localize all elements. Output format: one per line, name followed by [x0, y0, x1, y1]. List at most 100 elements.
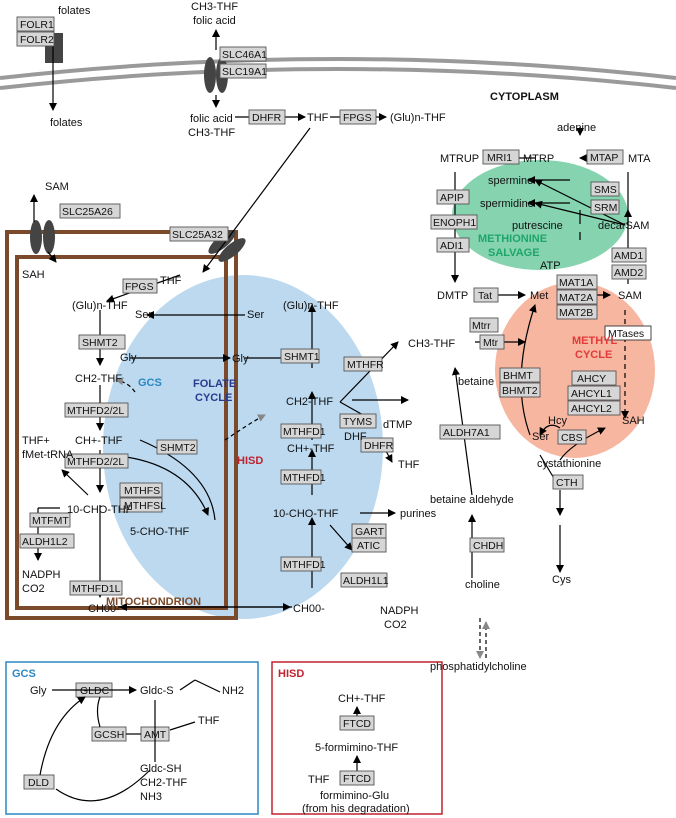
mthfr-label: MTHFR: [347, 359, 384, 371]
gcs-inset: GCS Gly GLDC Gldc-S NH2 GCSH AMT THF DLD…: [6, 662, 258, 814]
mito-gly-label: Gly: [120, 352, 137, 364]
bhmt-label: BHMT: [503, 370, 533, 382]
mat2b-label: MAT2B: [559, 307, 593, 319]
ahcyl2-label: AHCYL2: [571, 403, 612, 415]
mtrp-label: MTRP: [523, 153, 554, 165]
mat2a-label: MAT2A: [559, 292, 593, 304]
gcs-nh3-label: NH3: [140, 791, 162, 803]
cbs-label: CBS: [561, 432, 583, 444]
mito-thf-label: THF: [160, 275, 182, 287]
nh2-label: NH2: [222, 685, 244, 697]
thf-plus-label: THF+: [22, 435, 50, 447]
mito-ser-label: Ser: [135, 309, 152, 321]
mito-glu-thf-label: (Glu)n-THF: [72, 300, 128, 312]
cystathionine-label: cystathionine: [537, 458, 601, 470]
mito-fpgs-label: FPGS: [125, 281, 154, 293]
co2-mito-label: CO2: [22, 583, 45, 595]
mthfd1-a-label: MTHFD1: [283, 426, 326, 438]
hisd-inset: HISD CH+-THF FTCD 5-formimino-THF THF FT…: [272, 662, 442, 815]
gcs-ch2thf-label: CH2-THF: [140, 777, 187, 789]
srm-label: SRM: [594, 202, 617, 214]
dld-label: DLD: [28, 777, 49, 789]
cho5-label: 5-CHO-THF: [130, 526, 190, 538]
mtfmt-label: MTFMT: [32, 515, 69, 527]
aldh1l1-label: ALDH1L1: [343, 575, 389, 587]
tat-label: Tat: [478, 290, 492, 302]
cth-label: CTH: [556, 477, 578, 489]
mito-10cho-label: 10-CHO-THF: [67, 504, 133, 516]
slc46a1-label: SLC46A1: [222, 49, 267, 61]
slc25a32-label: SLC25A32: [172, 229, 223, 241]
dhfr2-label: DHFR: [364, 440, 394, 452]
gldc-sh-label: Gldc-SH: [140, 763, 182, 775]
gart-label: GART: [355, 526, 385, 538]
folr1-label: FOLR1: [20, 19, 54, 31]
nadph-mito-label: NADPH: [22, 569, 61, 581]
gcsh-label: GCSH: [94, 729, 124, 741]
cyto-glu-thf-label: (Glu)n-THF: [283, 300, 339, 312]
bhmt2-label: BHMT2: [502, 385, 538, 397]
sam-mito-label: SAM: [45, 181, 69, 193]
cytoplasm-label: CYTOPLASM: [490, 91, 559, 103]
spermine-label: spermine: [488, 175, 533, 187]
mito-ch2thf-label: CH2-THF: [75, 373, 122, 385]
ch00-cyto-label: CH00-: [293, 603, 325, 615]
hcy-label: Hcy: [548, 415, 567, 427]
cys-label: Cys: [552, 574, 571, 586]
thf-label: THF: [307, 112, 329, 124]
aldh1l2-label: ALDH1L2: [22, 536, 68, 548]
folate-cycle-region: [103, 275, 383, 619]
ser2-label: Ser: [532, 431, 549, 443]
met-label: Met: [530, 290, 548, 302]
mri1-label: MRI1: [487, 152, 512, 164]
slc19a1-label: SLC19A1: [222, 66, 267, 78]
folates-top-label: folates: [58, 5, 91, 17]
gcs-label: GCS: [138, 377, 162, 389]
cyto-10cho-label: 10-CHO-THF: [273, 508, 339, 520]
ch3thf-top-label: CH3-THF: [191, 1, 238, 13]
from-his-label: (from his degradation): [302, 803, 410, 815]
ahcy-label: AHCY: [577, 373, 606, 385]
mthfd2-2l-a-label: MTHFD2/2L: [67, 405, 124, 417]
cyto-ch2thf-label: CH2-THF: [286, 396, 333, 408]
ch3thf-cyto-label: CH3-THF: [188, 127, 235, 139]
folic-acid-label: folic acid: [190, 113, 233, 125]
mthfd1-c-label: MTHFD1: [283, 559, 326, 571]
nadph-cyto-label: NADPH: [380, 605, 419, 617]
dtmp-label: dTMP: [383, 419, 412, 431]
mthfd1l-label: MTHFD1L: [72, 583, 121, 595]
purines-label: purines: [400, 508, 437, 520]
amd1-label: AMD1: [614, 250, 643, 262]
slc-transporter-icon: [204, 57, 216, 93]
sah-mito-label: SAH: [22, 269, 45, 281]
gcs-gly-label: Gly: [30, 685, 47, 697]
gcs-thf-label: THF: [198, 715, 220, 727]
folate-cycle-label-2: CYCLE: [195, 392, 232, 404]
thf2-label: THF: [398, 459, 420, 471]
gcs-inset-title: GCS: [12, 668, 36, 680]
sms-label: SMS: [594, 184, 617, 196]
fmet-trna-label: fMet-tRNA: [22, 449, 74, 461]
cyto-ser-label: Ser: [247, 309, 264, 321]
cyto-gly-label: Gly: [232, 353, 249, 365]
formimino-glu-label: formimino-Glu: [320, 790, 389, 802]
folate-cycle-label-1: FOLATE: [193, 378, 236, 390]
gldc-label: GLDC: [80, 685, 110, 697]
choline-label: choline: [465, 579, 500, 591]
phosphatidylcholine-label: phosphatidylcholine: [430, 661, 527, 673]
sam2-label: SAM: [618, 290, 642, 302]
putrescine-label: putrescine: [512, 220, 563, 232]
slc25a26-label: SLC25A26: [62, 206, 113, 218]
hisd-label: HISD: [237, 455, 263, 467]
decarsam-label: decarSAM: [598, 220, 649, 232]
methionine-salvage-label-1: METHIONINE: [478, 233, 547, 245]
amd2-label: AMD2: [614, 267, 643, 279]
mtap-label: MTAP: [590, 152, 618, 164]
formimino-thf-label: 5-formimino-THF: [315, 742, 398, 754]
dmtp-label: DMTP: [437, 290, 468, 302]
mtr-label: Mtr: [483, 337, 499, 349]
ftcd-a-label: FTCD: [343, 718, 371, 730]
tyms-label: TYMS: [343, 416, 372, 428]
ftcd-b-label: FTCD: [343, 773, 371, 785]
